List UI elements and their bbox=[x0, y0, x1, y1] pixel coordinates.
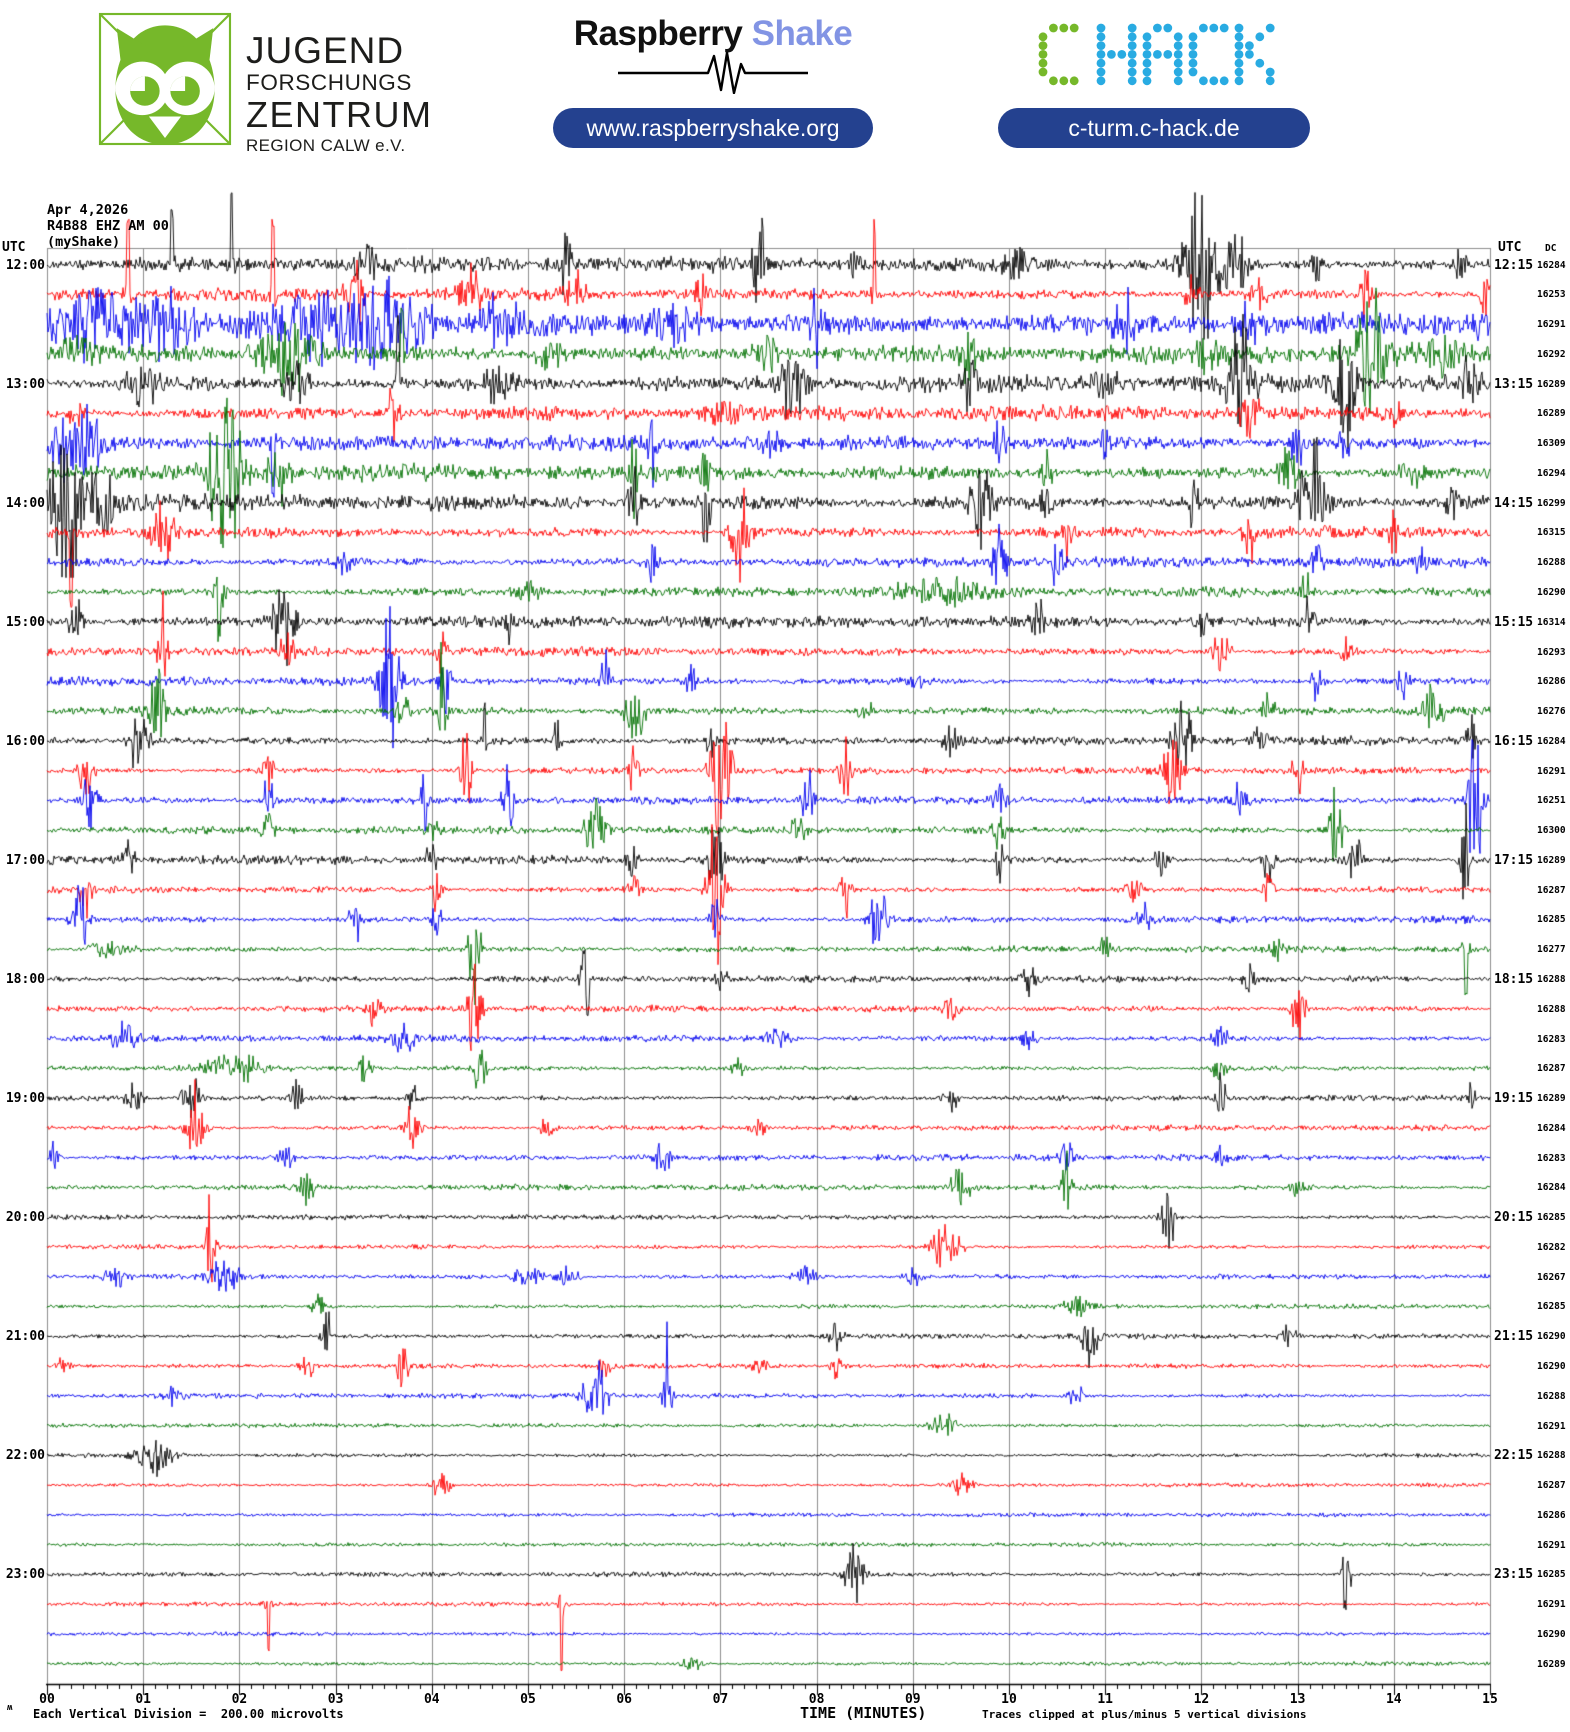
helicorder-canvas bbox=[0, 0, 1570, 1732]
page: JUGEND FORSCHUNGS ZENTRUM REGION CALW e.… bbox=[0, 0, 1570, 1732]
